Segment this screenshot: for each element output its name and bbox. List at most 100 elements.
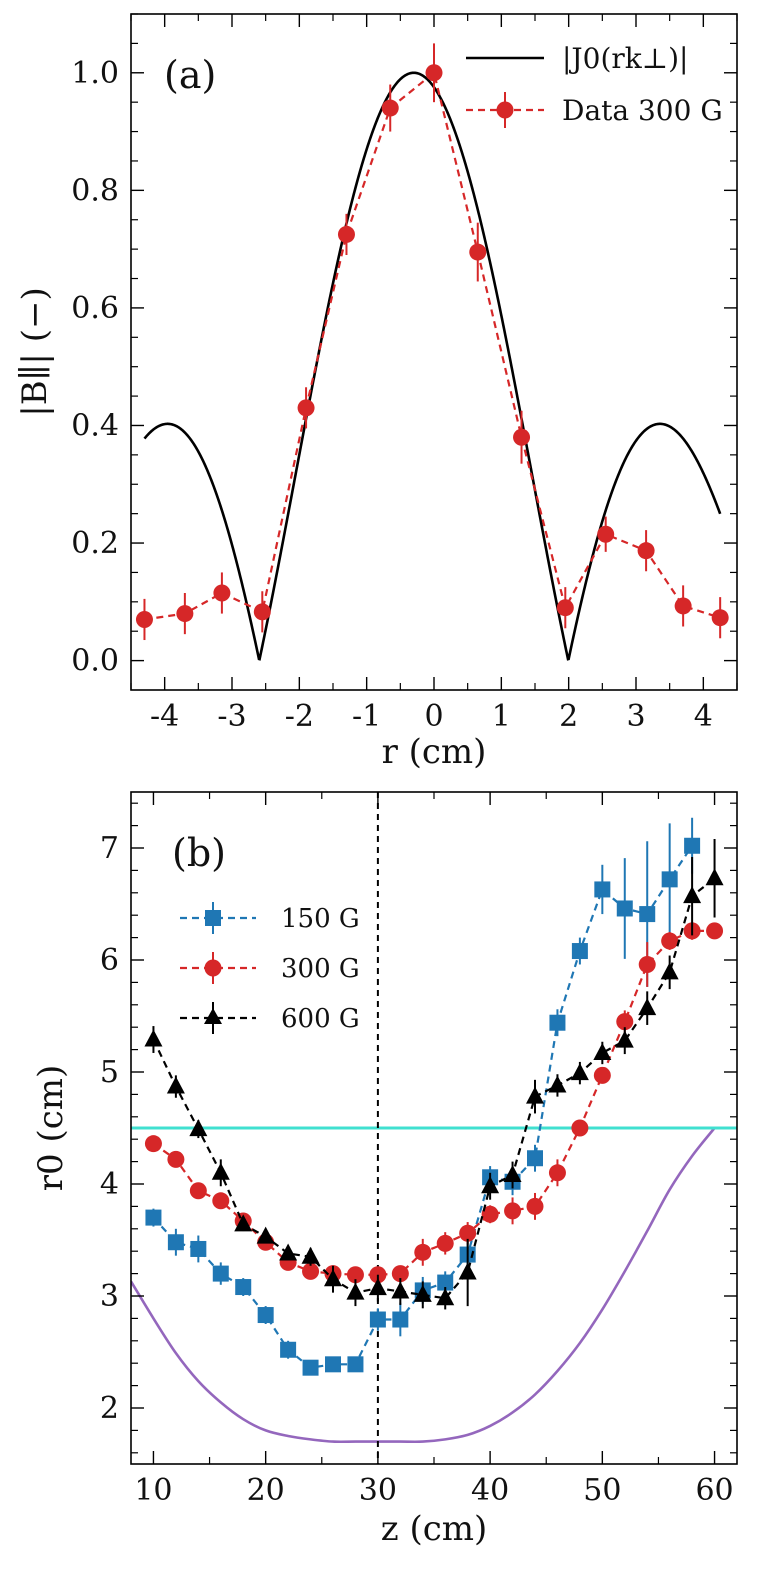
- data-300g-point: [711, 609, 729, 627]
- series-300g-point: [571, 1119, 589, 1137]
- data-300g-point: [469, 243, 487, 261]
- series-600g-point: [144, 1029, 163, 1047]
- panel-b-y-tick-label: 7: [100, 831, 119, 866]
- panel-b-x-tick-label: 10: [134, 1473, 172, 1508]
- series-150g-point: [257, 1307, 274, 1324]
- series-600g-point: [660, 962, 679, 980]
- series-600g-point: [368, 1278, 387, 1296]
- panel-a-x-tick-label: -3: [217, 699, 246, 734]
- panel-b-x-tick-label: 60: [695, 1473, 733, 1508]
- series-600g-point: [346, 1282, 365, 1300]
- panel-a-x-tick-label: 2: [559, 699, 578, 734]
- series-600g-point: [593, 1042, 612, 1060]
- panel-b-plot-area: [131, 792, 737, 1464]
- panel-b-y-tick-label: 5: [100, 1055, 119, 1090]
- series-600g-point: [548, 1075, 567, 1093]
- panel-b-y-tick-label: 6: [100, 943, 119, 978]
- series-300g-point: [548, 1164, 566, 1182]
- series-300g-point: [706, 922, 724, 940]
- series-300g-point: [661, 932, 679, 950]
- series-150g-point: [392, 1311, 409, 1328]
- series-150g-point: [639, 906, 656, 923]
- panel-b-x-tick-label: 40: [471, 1473, 509, 1508]
- series-300g-point: [481, 1205, 499, 1223]
- data-300g-point: [253, 603, 271, 621]
- series-150g-point: [594, 881, 611, 898]
- series-150g-point: [549, 1014, 566, 1031]
- series-600g-point: [683, 886, 702, 904]
- data-300g-line: [144, 70, 721, 621]
- panel-b-y-tick-label: 3: [100, 1279, 119, 1314]
- panel-b-y-axis-label: r0 (cm): [31, 1065, 71, 1192]
- panel-a-y-tick-label: 0.8: [71, 173, 119, 208]
- legend-label-300g: 300 G: [281, 954, 360, 984]
- series-600g-point: [279, 1243, 298, 1261]
- series-600g-point: [324, 1269, 342, 1287]
- panel-a-x-tick-label: 1: [492, 699, 511, 734]
- series-600g-point: [391, 1281, 410, 1299]
- legend-label-150g: 150 G: [281, 904, 360, 934]
- panel-b-y-tick-label: 4: [100, 1167, 119, 1202]
- series-150g-point: [527, 1150, 543, 1167]
- series-150g-point: [684, 837, 701, 854]
- panel-a-y-tick-label: 0.2: [71, 526, 119, 561]
- purple-boundary-curve: [131, 1127, 716, 1444]
- series-300g-point: [167, 1150, 185, 1168]
- series-300g-point: [526, 1197, 544, 1215]
- series-300g-point: [459, 1224, 477, 1242]
- series-150g-point: [437, 1274, 454, 1291]
- series-300g-point: [212, 1192, 230, 1210]
- panel-b-x-tick-label: 50: [583, 1473, 621, 1508]
- series-150g-point: [280, 1341, 297, 1358]
- data-300g-point: [637, 542, 655, 560]
- series-600g-point: [638, 998, 657, 1016]
- series-600g-point: [570, 1063, 589, 1081]
- panel-b: 10 20 30 40 50 60 2 3 4 5 6 7 (b) 150 G 300 G 600 G…: [31, 791, 738, 1549]
- series-600g-point: [301, 1246, 320, 1264]
- panel-b-y-tick-label: 2: [100, 1391, 119, 1426]
- legend-label-data-300g: Data 300 G: [562, 94, 723, 127]
- legend-label-bessel: |J0(rk⊥)|: [562, 42, 688, 75]
- panel-a-label: (a): [164, 53, 216, 97]
- series-150g-point: [167, 1234, 184, 1251]
- series-300g-point: [414, 1243, 432, 1261]
- series-600g-point: [256, 1226, 275, 1244]
- panel-b-x-axis-label: z (cm): [381, 1509, 488, 1549]
- data-300g-point: [337, 225, 355, 243]
- series-300g-point: [346, 1266, 364, 1284]
- panel-a-legend: |J0(rk⊥)| Data 300 G: [466, 42, 723, 128]
- legend-marker-300g: [204, 959, 222, 977]
- panel-a-x-tick-label: 3: [626, 699, 645, 734]
- data-300g-point: [425, 64, 443, 82]
- series-150g-point: [302, 1359, 319, 1376]
- series-600g-point: [503, 1165, 522, 1183]
- legend-marker-data-300g: [496, 101, 514, 119]
- data-300g-point: [213, 584, 231, 602]
- data-300g-point: [597, 525, 615, 543]
- series-150g-point: [571, 943, 588, 960]
- series-600g-point: [458, 1262, 477, 1280]
- panel-a-x-tick-label: -2: [285, 699, 314, 734]
- series-300g-point: [391, 1265, 409, 1283]
- legend-marker-150g: [205, 910, 221, 926]
- series-600g-point: [615, 1030, 634, 1048]
- series-600g-point: [481, 1176, 500, 1194]
- series-600g-point: [234, 1214, 253, 1232]
- series-150g-point: [212, 1265, 229, 1282]
- series-150g-point: [347, 1356, 364, 1373]
- series-600g-point: [189, 1119, 208, 1137]
- data-300g-point: [513, 428, 531, 446]
- series-150g-point: [145, 1209, 162, 1226]
- panel-a-y-tick-label: 0.4: [71, 408, 119, 443]
- panel-a-x-tick-label: 0: [424, 699, 443, 734]
- series-600g-point: [413, 1284, 432, 1302]
- panel-a-plot-area: [135, 43, 729, 661]
- panel-a-x-tick-label: -4: [150, 699, 179, 734]
- series-300g-point: [302, 1262, 320, 1280]
- series-300g-point: [436, 1234, 454, 1252]
- series-300g-point: [593, 1066, 611, 1084]
- panel-a-ticks: -4 -3 -2 -1 0 1 2 3 4 0.0 0.2 0.4 0.6 0.8 1.0: [71, 13, 738, 734]
- series-600g-point: [705, 868, 724, 886]
- panel-a-y-tick-label: 0.6: [71, 291, 119, 326]
